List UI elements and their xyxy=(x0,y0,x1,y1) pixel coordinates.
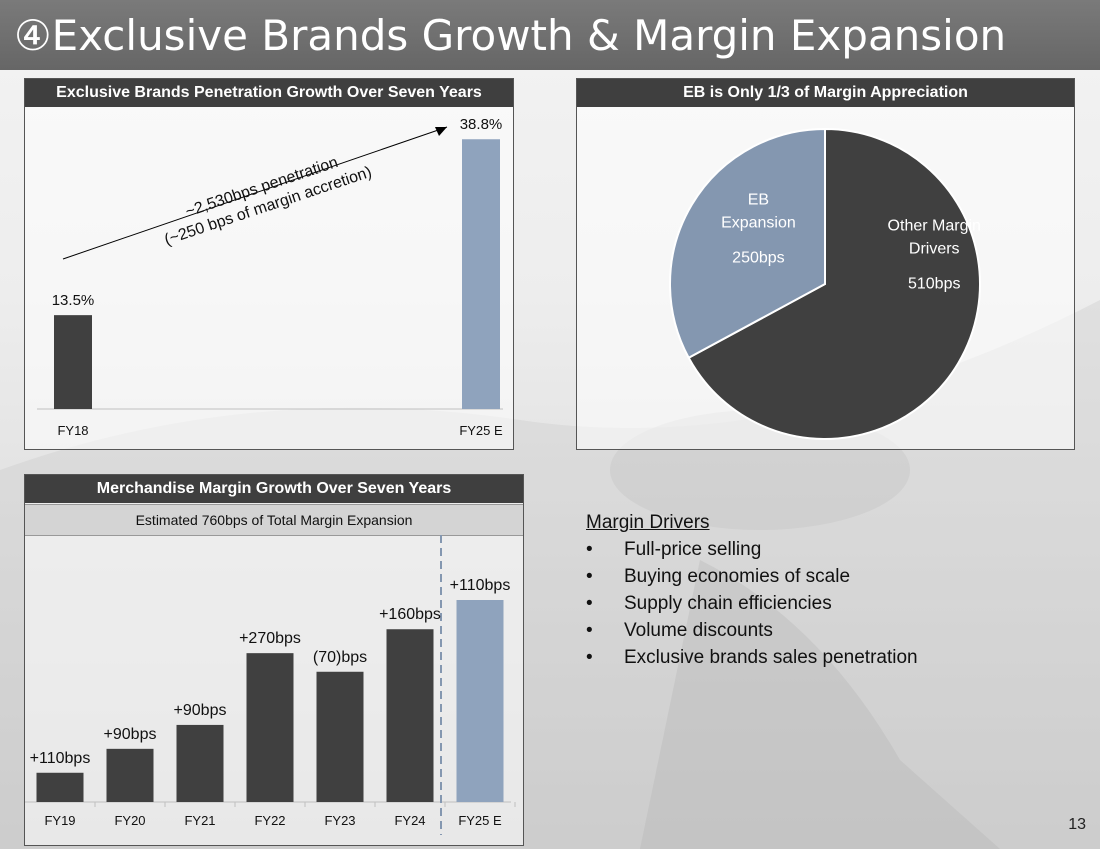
pie-slice-label: Other Margin xyxy=(888,217,981,234)
margin-x-tick-label: FY24 xyxy=(394,813,425,828)
pie-chart-panel: EB is Only 1/3 of Margin Appreciation Ot… xyxy=(576,78,1075,450)
margin-bar xyxy=(106,748,154,802)
margin-data-label: +90bps xyxy=(174,702,227,719)
margin-data-label: (70)bps xyxy=(313,649,367,666)
margin-bar xyxy=(386,629,434,802)
page-number: 13 xyxy=(1068,816,1086,833)
penetration-chart-panel: Exclusive Brands Penetration Growth Over… xyxy=(24,78,514,450)
margin-x-tick-label: FY23 xyxy=(324,813,355,828)
pie-value-label: 510bps xyxy=(908,275,961,292)
margin-x-tick-label: FY20 xyxy=(114,813,145,828)
margin-drivers: Margin Drivers Full-price selling Buying… xyxy=(586,512,918,671)
margin-x-tick-label: FY19 xyxy=(44,813,75,828)
margin-x-tick-label: FY25 E xyxy=(458,813,502,828)
pie-slice xyxy=(687,127,981,440)
margin-drivers-list: Full-price selling Buying economies of s… xyxy=(586,536,918,671)
margin-x-tick-label: FY22 xyxy=(254,813,285,828)
penetration-arrow-head xyxy=(435,127,447,136)
title-bar: ④Exclusive Brands Growth & Margin Expans… xyxy=(0,0,1100,70)
list-item: Volume discounts xyxy=(586,617,918,644)
margin-bar xyxy=(246,653,294,802)
penetration-x-tick-label: FY18 xyxy=(57,423,88,438)
list-item: Exclusive brands sales penetration xyxy=(586,644,918,671)
penetration-chart-heading: Exclusive Brands Penetration Growth Over… xyxy=(25,79,513,107)
pie-slice-label: EB xyxy=(748,191,769,208)
margin-data-label: +270bps xyxy=(239,630,301,647)
penetration-bar xyxy=(462,139,500,409)
margin-chart-subheading: Estimated 760bps of Total Margin Expansi… xyxy=(25,504,523,536)
pie-slice xyxy=(669,127,826,360)
margin-data-label: +110bps xyxy=(30,750,91,767)
pie-chart-heading: EB is Only 1/3 of Margin Appreciation xyxy=(577,79,1074,107)
margin-drivers-title: Margin Drivers xyxy=(586,512,710,533)
penetration-arrow xyxy=(62,126,448,260)
page-title: ④Exclusive Brands Growth & Margin Expans… xyxy=(14,11,1007,60)
margin-bar xyxy=(456,600,504,802)
margin-chart-panel: Merchandise Margin Growth Over Seven Yea… xyxy=(24,474,524,846)
penetration-x-tick-label: FY25 E xyxy=(459,423,503,438)
margin-x-tick-label: FY21 xyxy=(184,813,215,828)
penetration-data-label: 38.8% xyxy=(460,116,503,133)
list-item: Supply chain efficiencies xyxy=(586,590,918,617)
pie-slice-label: Expansion xyxy=(721,214,796,231)
margin-bar xyxy=(36,772,84,802)
list-item: Buying economies of scale xyxy=(586,563,918,590)
pie-value-label: 250bps xyxy=(732,249,785,266)
penetration-bar xyxy=(54,315,92,409)
margin-chart-heading: Merchandise Margin Growth Over Seven Yea… xyxy=(25,475,523,503)
margin-chart: +110bps FY19 +90bps FY20 +90bps FY21 +270bps FY… xyxy=(25,535,516,835)
penetration-data-label: 13.5% xyxy=(52,292,95,309)
margin-data-label: +110bps xyxy=(450,577,511,594)
margin-bar xyxy=(316,671,364,802)
margin-data-label: +90bps xyxy=(104,726,157,743)
pie-chart: Other Margin Drivers 510bps EB Expansion 250b… xyxy=(669,127,981,440)
list-item: Full-price selling xyxy=(586,536,918,563)
pie-slice-label: Drivers xyxy=(909,240,960,257)
margin-bar xyxy=(176,724,224,802)
margin-data-label: +160bps xyxy=(379,606,441,623)
